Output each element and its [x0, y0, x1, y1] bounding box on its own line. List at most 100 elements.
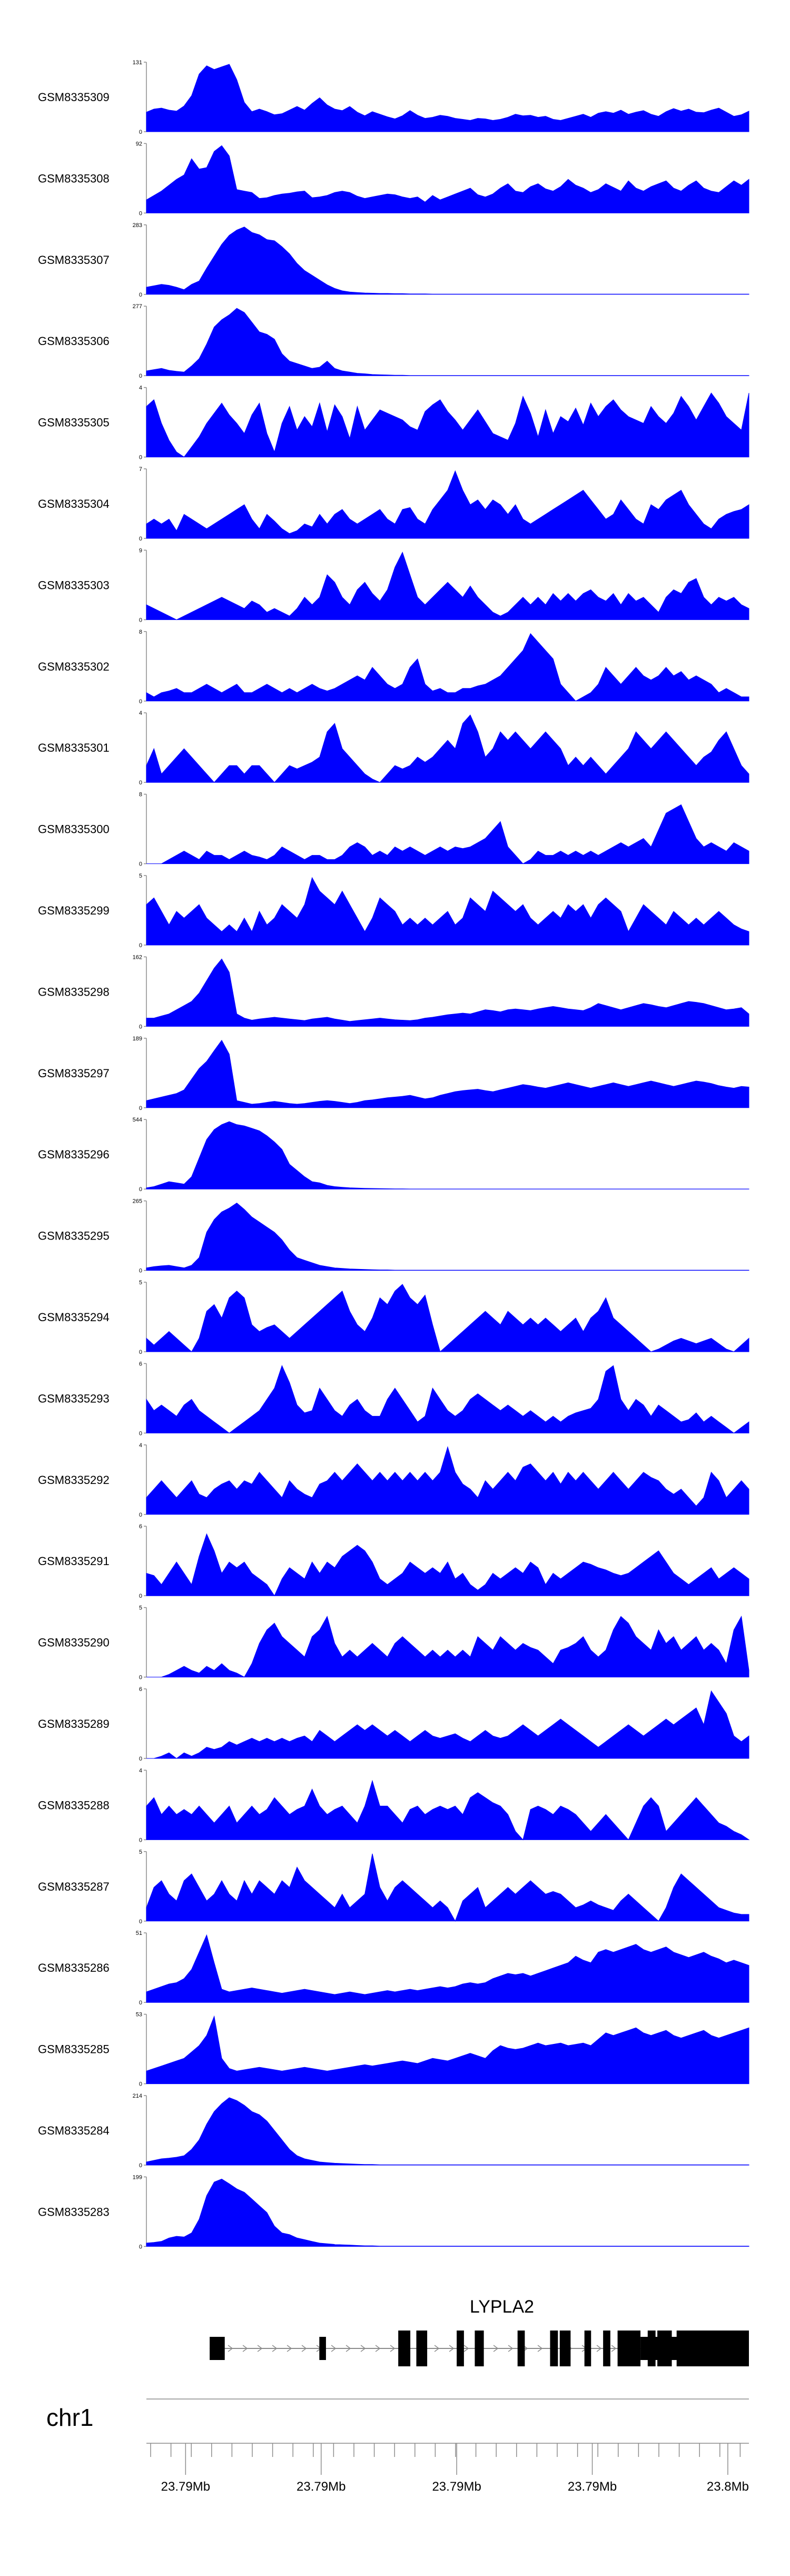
y-max-label: 5 [139, 1605, 142, 1611]
y-max-label: 7 [139, 466, 142, 473]
coverage-area [146, 633, 749, 702]
track-label: GSM8335301 [38, 741, 110, 754]
y-max-label: 53 [136, 2012, 142, 2018]
gene-model-track: LYPLA2 [210, 2297, 749, 2366]
y-min-label: 0 [139, 699, 142, 705]
coverage-area [146, 2097, 749, 2166]
track-GSM8335305: GSM8335305 4 0 [38, 385, 749, 461]
y-max-label: 4 [139, 385, 142, 391]
strand-arrow [360, 2345, 366, 2352]
y-max-label: 9 [139, 547, 142, 554]
coverage-area [146, 1615, 749, 1678]
strand-arrow [493, 2345, 499, 2352]
y-max-label: 6 [139, 1686, 142, 1693]
y-min-label: 0 [139, 1024, 142, 1030]
track-label: GSM8335305 [38, 416, 110, 429]
y-min-label: 0 [139, 2162, 142, 2169]
chromosome-label: chr1 [46, 2404, 93, 2431]
y-min-label: 0 [139, 1105, 142, 1112]
track-label: GSM8335288 [38, 1798, 110, 1812]
y-min-label: 0 [139, 1919, 142, 1925]
y-max-label: 8 [139, 792, 142, 798]
track-GSM8335292: GSM8335292 4 0 [38, 1442, 749, 1518]
x-tick-label: 23.79Mb [297, 2480, 345, 2494]
track-GSM8335301: GSM8335301 4 0 [38, 710, 749, 786]
y-min-label: 0 [139, 2000, 142, 2006]
gene-exon [210, 2337, 225, 2360]
genome-axis-track: chr1 23.79Mb 23.79Mb 23.79Mb 23.79Mb 23.8Mb [46, 2398, 749, 2494]
track-label: GSM8335296 [38, 1148, 110, 1161]
y-max-label: 5 [139, 1280, 142, 1286]
gene-exon [559, 2331, 571, 2366]
gene-exon [416, 2331, 428, 2366]
coverage-area [146, 804, 749, 864]
coverage-area [146, 1446, 749, 1515]
y-max-label: 5 [139, 1849, 142, 1855]
y-min-label: 0 [139, 1675, 142, 1681]
strand-arrow [596, 2345, 602, 2352]
y-max-label: 6 [139, 1361, 142, 1367]
track-GSM8335289: GSM8335289 6 0 [38, 1686, 749, 1762]
track-GSM8335290: GSM8335290 5 0 [38, 1605, 749, 1681]
track-GSM8335291: GSM8335291 6 0 [38, 1523, 749, 1599]
track-label: GSM8335295 [38, 1230, 110, 1243]
y-max-label: 8 [139, 629, 142, 635]
strand-arrow [228, 2345, 233, 2352]
track-label: GSM8335309 [38, 91, 110, 104]
strand-arrow [242, 2345, 248, 2352]
track-label: GSM8335292 [38, 1473, 110, 1487]
y-max-label: 214 [133, 2093, 142, 2099]
track-GSM8335302: GSM8335302 8 0 [38, 629, 749, 705]
y-min-label: 0 [139, 2244, 142, 2250]
y-min-label: 0 [139, 373, 142, 379]
y-max-label: 265 [133, 1198, 142, 1205]
track-label: GSM8335287 [38, 1880, 110, 1893]
track-label: GSM8335286 [38, 1961, 110, 1974]
gene-exon [319, 2337, 326, 2360]
coverage-area [146, 1121, 749, 1189]
coverage-area [146, 1779, 750, 1841]
coverage-area [146, 1365, 749, 1434]
y-min-label: 0 [139, 1756, 142, 1762]
strand-arrow [537, 2345, 543, 2352]
track-label: GSM8335308 [38, 172, 110, 185]
y-max-label: 283 [133, 222, 142, 229]
strand-arrow [508, 2345, 514, 2352]
coverage-area [146, 308, 749, 376]
y-min-label: 0 [139, 536, 142, 542]
y-min-label: 0 [139, 780, 142, 786]
strand-arrow [301, 2345, 307, 2352]
track-GSM8335309: GSM8335309 131 0 [38, 60, 749, 135]
track-label: GSM8335294 [38, 1311, 110, 1324]
coverage-area [146, 64, 749, 132]
track-label: GSM8335290 [38, 1636, 110, 1649]
track-GSM8335287: GSM8335287 5 0 [38, 1849, 749, 1925]
track-GSM8335297: GSM8335297 189 0 [38, 1036, 749, 1112]
strand-arrow [257, 2345, 263, 2352]
track-label: GSM8335303 [38, 578, 110, 592]
coverage-tracks: GSM8335309 131 0 GSM8335308 92 0 GSM8335307 283… [38, 60, 750, 2250]
track-GSM8335288: GSM8335288 4 0 [38, 1767, 750, 1843]
track-GSM8335298: GSM8335298 162 0 [38, 954, 749, 1030]
track-GSM8335285: GSM8335285 53 0 [38, 2012, 749, 2088]
y-min-label: 0 [139, 2081, 142, 2088]
y-max-label: 189 [133, 1036, 142, 1042]
track-GSM8335307: GSM8335307 283 0 [38, 222, 749, 298]
track-label: GSM8335297 [38, 1067, 110, 1080]
y-max-label: 544 [133, 1117, 142, 1123]
track-label: GSM8335307 [38, 253, 110, 267]
track-label: GSM8335302 [38, 660, 110, 673]
y-min-label: 0 [139, 210, 142, 217]
gene-exon-band [640, 2337, 749, 2360]
track-label: GSM8335304 [38, 497, 110, 510]
coverage-area [146, 2015, 749, 2085]
track-label: GSM8335306 [38, 335, 110, 348]
coverage-area [146, 958, 749, 1027]
track-label: GSM8335289 [38, 1717, 110, 1731]
track-GSM8335308: GSM8335308 92 0 [38, 141, 749, 217]
strand-arrow [331, 2345, 337, 2352]
y-max-label: 162 [133, 954, 142, 960]
y-min-label: 0 [139, 1186, 142, 1193]
track-GSM8335283: GSM8335283 199 0 [38, 2174, 749, 2250]
coverage-area [146, 877, 749, 946]
